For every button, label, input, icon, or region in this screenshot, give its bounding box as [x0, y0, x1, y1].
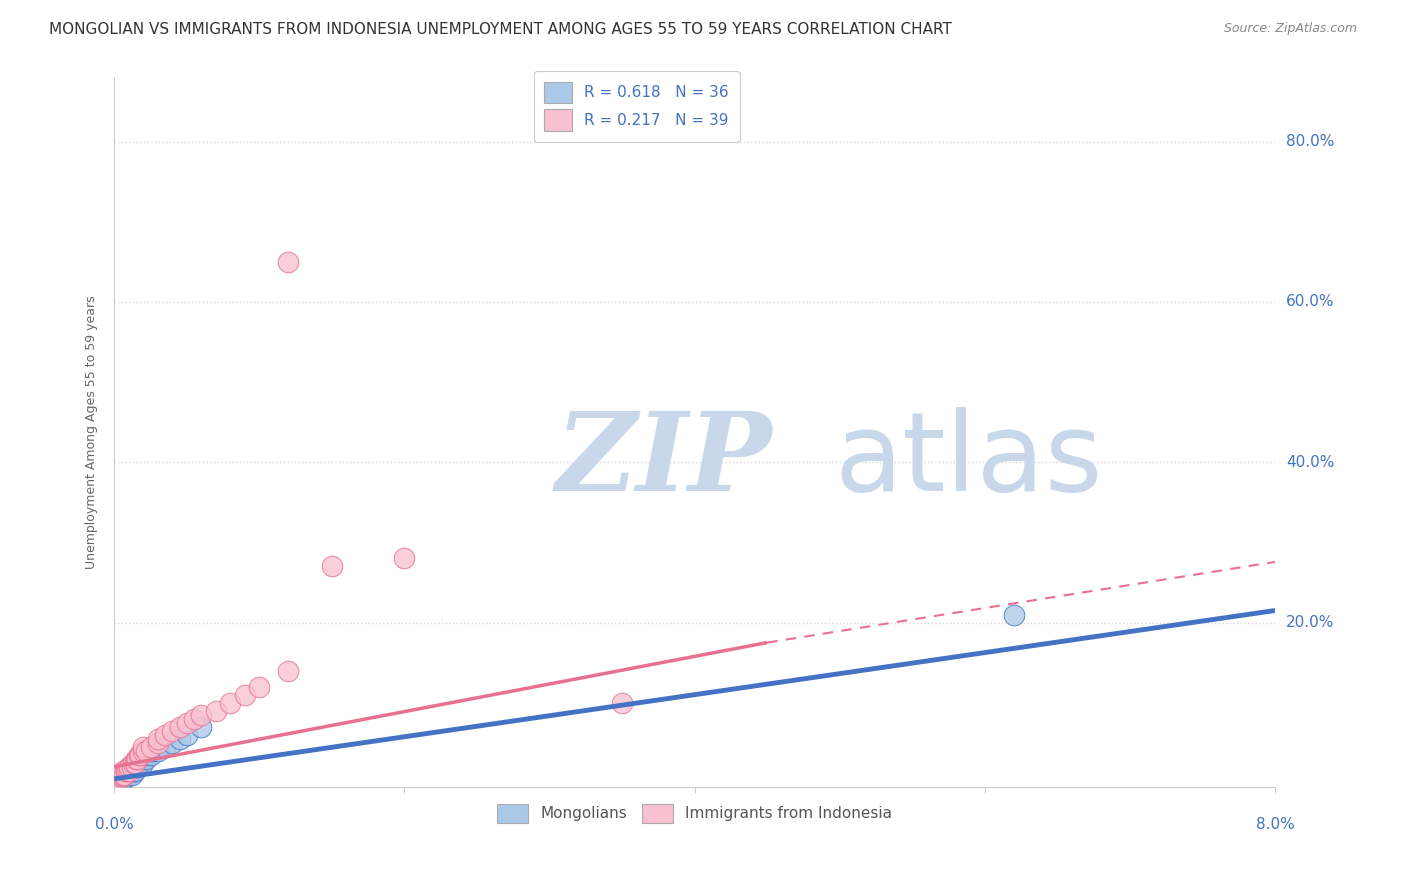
- Point: [169, 720, 191, 734]
- Point: [146, 736, 169, 750]
- Text: 20.0%: 20.0%: [1286, 615, 1334, 630]
- Point: [107, 772, 129, 786]
- Point: [162, 736, 184, 750]
- Point: [247, 680, 270, 694]
- Point: [394, 551, 416, 566]
- Point: [115, 768, 138, 782]
- Point: [139, 744, 162, 758]
- Point: [129, 747, 152, 762]
- Text: 60.0%: 60.0%: [1286, 294, 1334, 310]
- Point: [153, 728, 176, 742]
- Point: [183, 712, 205, 726]
- Point: [146, 744, 169, 758]
- Point: [118, 760, 141, 774]
- Point: [127, 760, 149, 774]
- Point: [122, 756, 145, 770]
- Point: [105, 772, 128, 786]
- Point: [132, 752, 155, 766]
- Point: [124, 756, 146, 770]
- Point: [118, 764, 141, 778]
- Point: [146, 739, 169, 754]
- Point: [162, 723, 184, 738]
- Y-axis label: Unemployment Among Ages 55 to 59 years: Unemployment Among Ages 55 to 59 years: [86, 295, 98, 569]
- Point: [118, 768, 141, 782]
- Point: [118, 760, 141, 774]
- Point: [121, 760, 143, 774]
- Point: [112, 772, 135, 786]
- Point: [132, 739, 155, 754]
- Point: [129, 756, 152, 770]
- Legend: Mongolians, Immigrants from Indonesia: Mongolians, Immigrants from Indonesia: [491, 798, 898, 829]
- Point: [135, 747, 157, 762]
- Text: 80.0%: 80.0%: [1286, 134, 1334, 149]
- Point: [112, 768, 135, 782]
- Point: [105, 772, 128, 786]
- Text: 8.0%: 8.0%: [1256, 817, 1295, 832]
- Point: [321, 559, 343, 574]
- Point: [153, 739, 176, 754]
- Point: [122, 764, 145, 778]
- Point: [111, 768, 134, 782]
- Point: [110, 772, 132, 786]
- Point: [127, 752, 149, 766]
- Point: [110, 769, 132, 783]
- Point: [135, 744, 157, 758]
- Point: [111, 764, 134, 778]
- Point: [233, 688, 256, 702]
- Point: [176, 715, 198, 730]
- Point: [122, 760, 145, 774]
- Point: [169, 731, 191, 746]
- Point: [139, 739, 162, 754]
- Point: [612, 696, 634, 710]
- Point: [125, 752, 148, 766]
- Point: [176, 728, 198, 742]
- Text: Source: ZipAtlas.com: Source: ZipAtlas.com: [1223, 22, 1357, 36]
- Point: [132, 756, 155, 770]
- Text: 0.0%: 0.0%: [94, 817, 134, 832]
- Point: [132, 744, 155, 758]
- Text: 40.0%: 40.0%: [1286, 455, 1334, 470]
- Point: [118, 764, 141, 778]
- Point: [128, 747, 150, 762]
- Point: [108, 769, 131, 783]
- Point: [190, 720, 212, 734]
- Point: [110, 769, 132, 783]
- Point: [135, 752, 157, 766]
- Point: [124, 764, 146, 778]
- Point: [277, 255, 299, 269]
- Point: [219, 696, 242, 710]
- Point: [131, 752, 153, 766]
- Text: atlas: atlas: [834, 407, 1102, 514]
- Point: [139, 747, 162, 762]
- Point: [111, 772, 134, 786]
- Text: MONGOLIAN VS IMMIGRANTS FROM INDONESIA UNEMPLOYMENT AMONG AGES 55 TO 59 YEARS CO: MONGOLIAN VS IMMIGRANTS FROM INDONESIA U…: [49, 22, 952, 37]
- Point: [205, 704, 228, 718]
- Point: [1002, 607, 1025, 622]
- Point: [112, 768, 135, 782]
- Point: [128, 756, 150, 770]
- Point: [277, 664, 299, 678]
- Point: [121, 768, 143, 782]
- Point: [125, 756, 148, 770]
- Point: [125, 760, 148, 774]
- Point: [107, 772, 129, 786]
- Point: [117, 768, 139, 782]
- Point: [117, 764, 139, 778]
- Text: ZIP: ZIP: [555, 407, 772, 515]
- Point: [146, 731, 169, 746]
- Point: [115, 764, 138, 778]
- Point: [190, 707, 212, 722]
